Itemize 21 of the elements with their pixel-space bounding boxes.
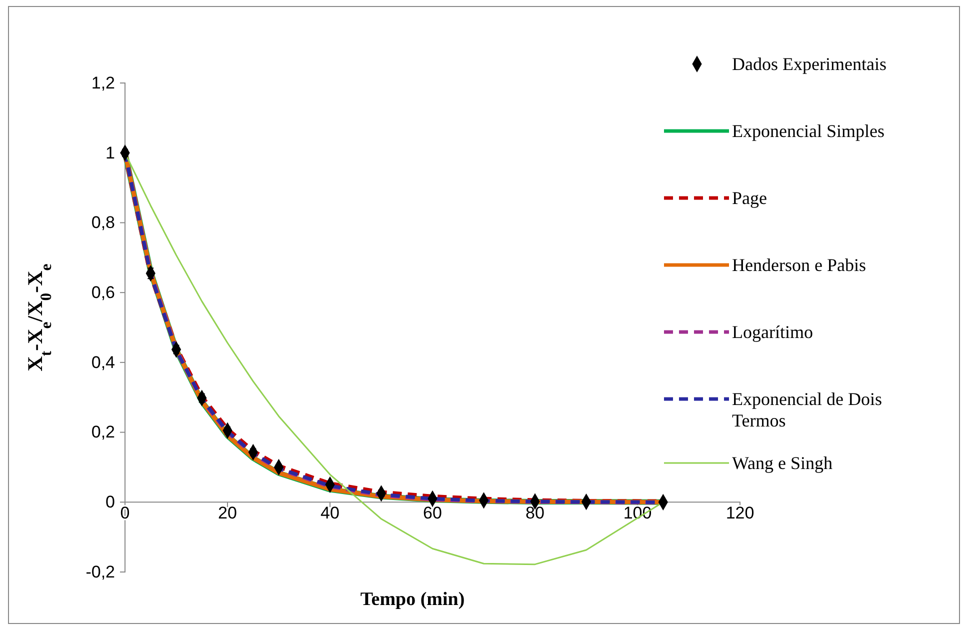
x-axis-title: Tempo (min): [360, 589, 465, 610]
legend-label: Exponencial Simples: [732, 121, 884, 141]
x-tick-label: 120: [726, 504, 754, 523]
y-tick-label: 0,2: [91, 422, 115, 442]
y-tick-label: 0,4: [91, 352, 115, 372]
legend-label: Wang e Singh: [732, 453, 833, 473]
y-tick-label: 0,6: [91, 283, 115, 302]
legend-label: Exponencial de Dois Termos: [732, 389, 882, 431]
legend-label: Henderson e Pabis: [732, 255, 866, 275]
legend-label: Dados Experimentais: [732, 54, 886, 74]
x-tick-label: 40: [320, 504, 340, 523]
legend-label: Logarítimo: [732, 322, 813, 342]
y-tick-label: 1,2: [91, 73, 115, 92]
x-tick-label: 80: [526, 504, 544, 523]
y-tick-label: 1: [106, 143, 115, 162]
y-tick-label: -0,2: [86, 562, 115, 582]
x-tick-label: 0: [120, 504, 130, 523]
x-tick-label: 20: [218, 504, 237, 523]
legend-label: Page: [732, 188, 767, 208]
x-tick-label: 60: [423, 504, 442, 523]
y-tick-label: 0,8: [91, 213, 115, 232]
